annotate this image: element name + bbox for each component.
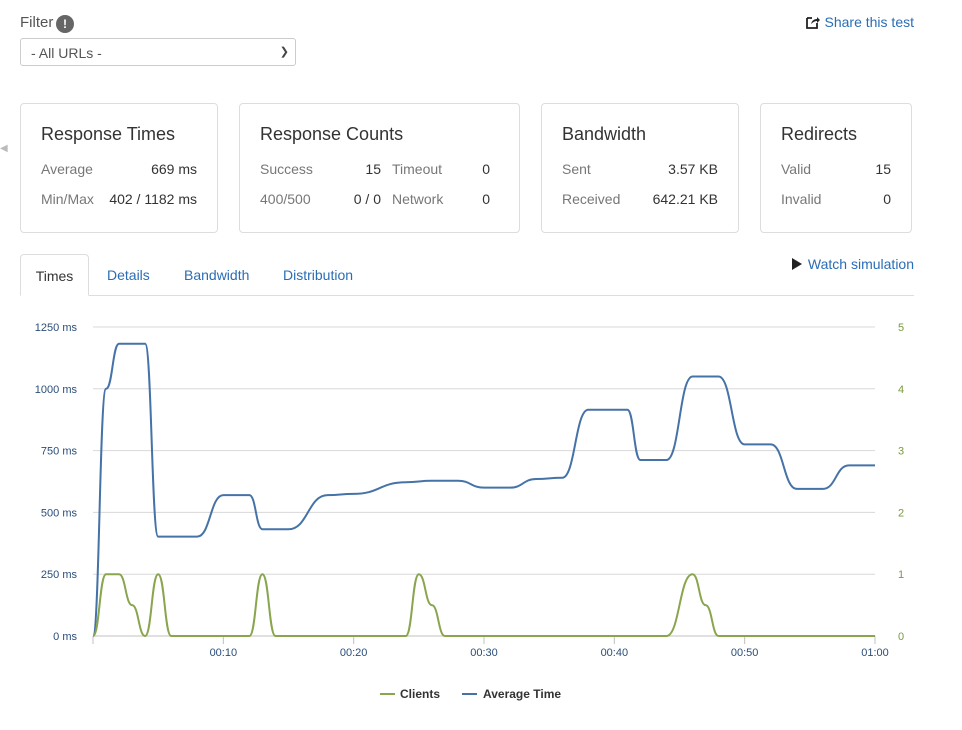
tab-times[interactable]: Times bbox=[20, 254, 89, 296]
received-label: Received bbox=[562, 191, 621, 207]
x-tick-label: 00:30 bbox=[470, 647, 498, 659]
y-right-tick-label: 4 bbox=[898, 384, 904, 396]
x-tick-label: 00:20 bbox=[340, 647, 368, 659]
play-icon bbox=[791, 258, 802, 270]
tab-bandwidth[interactable]: Bandwidth bbox=[184, 267, 250, 283]
sent-value: 3.57 KB bbox=[668, 161, 718, 177]
url-filter-selected: - All URLs - bbox=[31, 45, 102, 61]
y-right-tick-label: 5 bbox=[898, 322, 904, 334]
success-label: Success bbox=[260, 161, 313, 177]
response-times-card: Response Times Average 669 ms Min/Max 40… bbox=[20, 103, 218, 233]
watch-simulation-link[interactable]: Watch simulation bbox=[791, 256, 914, 272]
y-left-tick-label: 500 ms bbox=[41, 507, 78, 519]
redirects-card: Redirects Valid 15 Invalid 0 bbox=[760, 103, 912, 233]
x-tick-label: 00:50 bbox=[731, 647, 759, 659]
tabs-divider bbox=[20, 295, 914, 296]
sent-label: Sent bbox=[562, 161, 591, 177]
card-title: Redirects bbox=[781, 124, 858, 144]
y-left-tick-label: 750 ms bbox=[41, 446, 78, 458]
card-title: Response Counts bbox=[260, 124, 404, 144]
chevron-down-icon: ❯ bbox=[279, 46, 289, 58]
x-tick-label: 01:00 bbox=[861, 647, 889, 659]
y-right-tick-label: 3 bbox=[898, 446, 904, 458]
series-line-clients bbox=[92, 573, 875, 638]
legend-clients-label: Clients bbox=[400, 687, 440, 701]
timeout-label: Timeout bbox=[392, 161, 443, 177]
response-counts-card: Response Counts Success 15 Timeout 0 400… bbox=[239, 103, 520, 233]
card-title: Response Times bbox=[41, 124, 176, 144]
share-label: Share this test bbox=[824, 14, 915, 30]
watch-label: Watch simulation bbox=[807, 256, 914, 272]
network-label: Network bbox=[392, 191, 444, 207]
url-filter-select[interactable]: - All URLs - ❯ bbox=[20, 38, 296, 66]
invalid-label: Invalid bbox=[781, 191, 822, 207]
y-right-tick-label: 1 bbox=[898, 569, 904, 581]
series-line-average-time bbox=[92, 342, 875, 637]
response-time-chart: 1250 ms 5 1000 ms 4 750 ms 3 500 ms 2 250 ms 1 0 m… bbox=[35, 322, 904, 701]
x-tick-label: 00:10 bbox=[210, 647, 238, 659]
collapse-arrow-icon[interactable]: ◀ bbox=[0, 143, 8, 154]
average-value: 669 ms bbox=[151, 161, 197, 177]
timeout-value: 0 bbox=[482, 161, 490, 177]
network-value: 0 bbox=[482, 191, 490, 207]
error-count-value: 0 / 0 bbox=[353, 191, 381, 207]
received-value: 642.21 KB bbox=[652, 191, 718, 207]
info-icon[interactable]: ! bbox=[56, 15, 74, 33]
minmax-value: 402 / 1182 ms bbox=[109, 191, 197, 207]
bandwidth-card: Bandwidth Sent 3.57 KB Received 642.21 K… bbox=[541, 103, 739, 233]
average-label: Average bbox=[41, 161, 93, 177]
x-tick-label: 00:40 bbox=[601, 647, 629, 659]
legend-average-label: Average Time bbox=[483, 687, 561, 701]
share-icon bbox=[805, 15, 820, 29]
y-right-tick-label: 0 bbox=[898, 631, 904, 643]
success-value: 15 bbox=[365, 161, 381, 177]
valid-value: 15 bbox=[875, 161, 891, 177]
error-count-label: 400/500 bbox=[260, 191, 311, 207]
y-left-tick-label: 1000 ms bbox=[35, 384, 78, 396]
minmax-label: Min/Max bbox=[41, 191, 94, 207]
invalid-value: 0 bbox=[883, 191, 891, 207]
y-left-tick-label: 250 ms bbox=[41, 569, 78, 581]
tab-distribution[interactable]: Distribution bbox=[283, 267, 354, 283]
tab-details[interactable]: Details bbox=[107, 267, 150, 283]
y-left-tick-label: 0 ms bbox=[53, 631, 77, 643]
card-title: Bandwidth bbox=[562, 124, 647, 144]
y-right-tick-label: 2 bbox=[898, 507, 904, 519]
filter-label: Filter bbox=[20, 14, 54, 31]
valid-label: Valid bbox=[781, 161, 812, 177]
y-left-tick-label: 1250 ms bbox=[35, 322, 78, 334]
share-test-link[interactable]: Share this test bbox=[805, 14, 915, 30]
